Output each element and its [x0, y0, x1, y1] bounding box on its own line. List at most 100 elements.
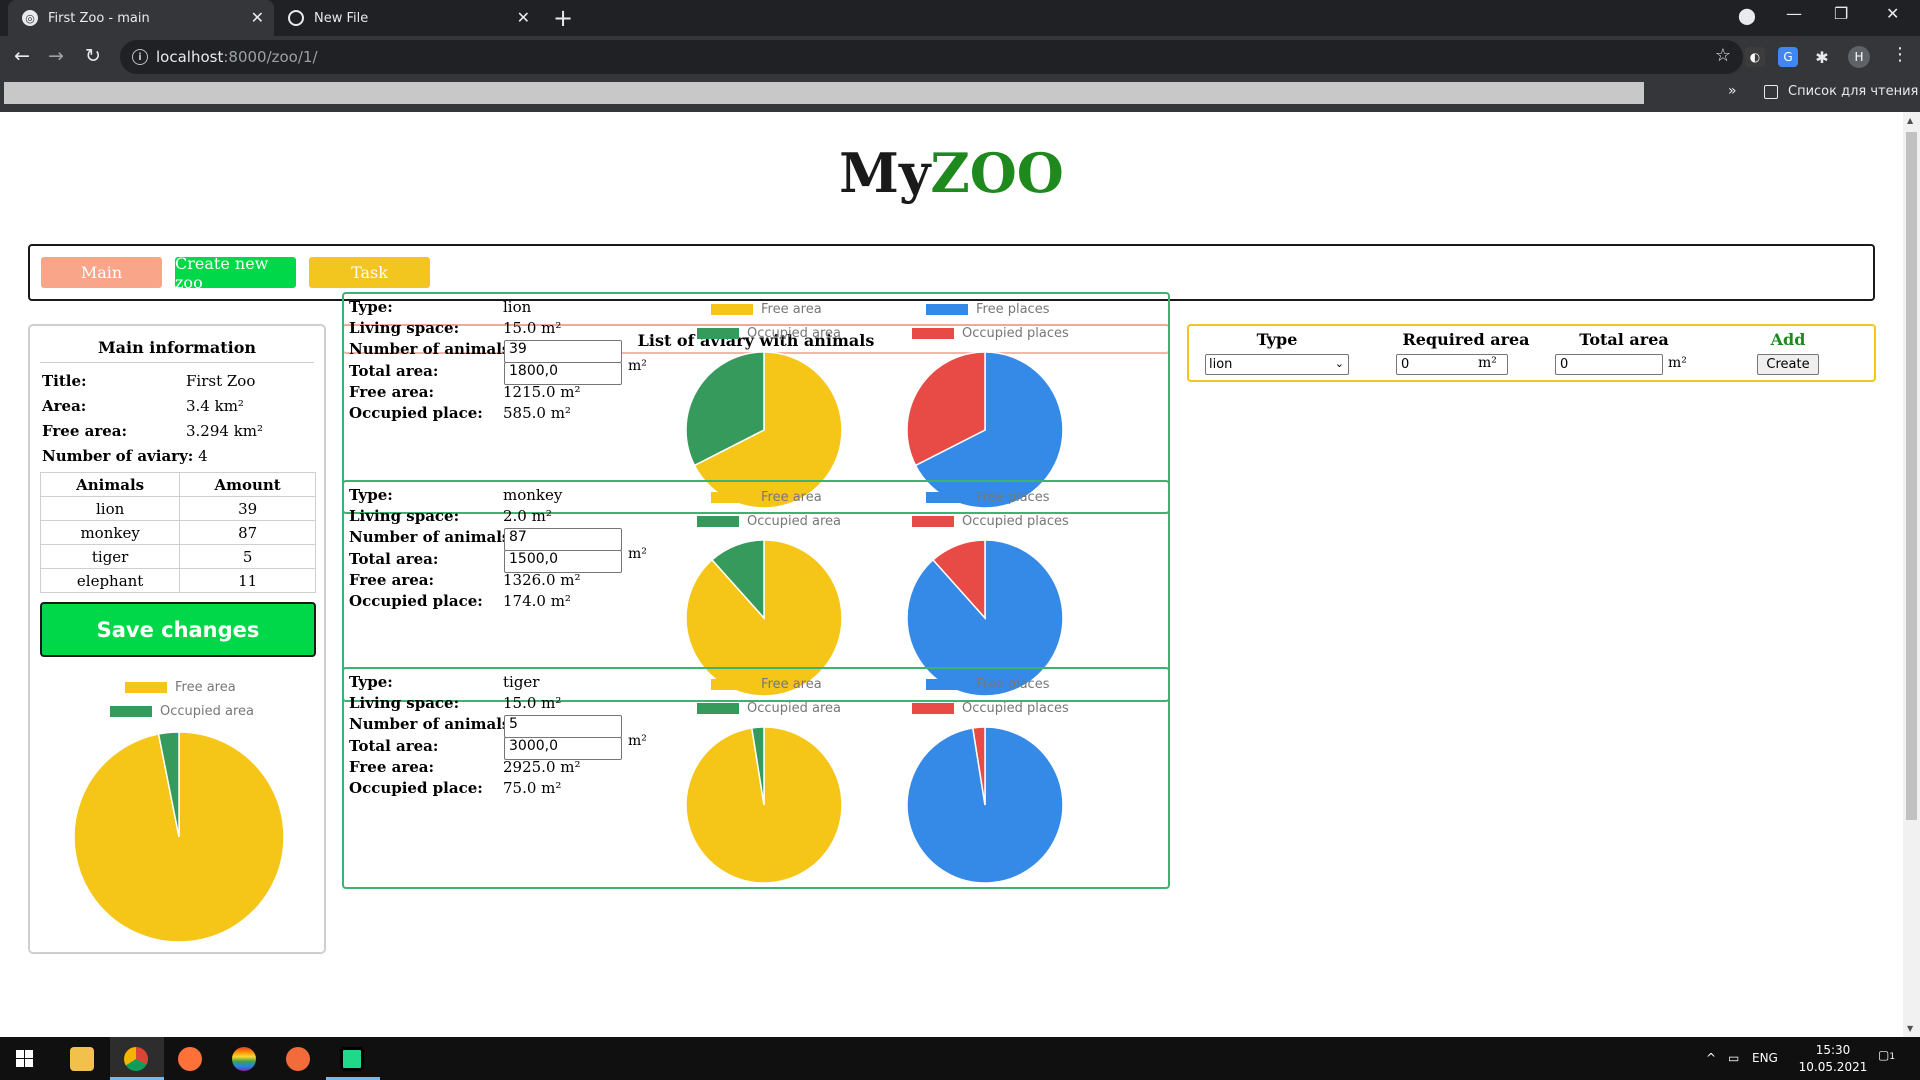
firefox-icon[interactable]	[178, 1047, 202, 1071]
aviary-type-value: tiger	[503, 673, 540, 691]
legend-swatch	[912, 703, 954, 714]
legend-occupied-area: Occupied area	[697, 326, 841, 341]
windows-start-icon[interactable]	[16, 1050, 33, 1067]
aviary-total-label: Total area:	[349, 550, 439, 568]
chevron-down-icon: ⌄	[1334, 357, 1344, 370]
total-area-input[interactable]: 0	[1555, 354, 1663, 375]
pie-slice-occupied-places[interactable]	[971, 726, 986, 806]
network-icon[interactable]: ▭	[1728, 1051, 1740, 1065]
site-logo: MyZOO	[839, 141, 1064, 205]
aviary-occupied-label: Occupied place:	[349, 592, 483, 610]
reading-list-label: Список для чтения	[1788, 84, 1919, 99]
notifications-icon[interactable]: ▢1	[1878, 1048, 1896, 1062]
legend-occupied-area: Occupied area	[110, 704, 254, 719]
tray-chevron-icon[interactable]: ^	[1706, 1051, 1717, 1065]
close-tab-icon[interactable]: ✕	[516, 8, 530, 27]
aviary-free-label: Free area:	[349, 571, 435, 589]
title-value: First Zoo	[186, 372, 256, 390]
aviary-total-input[interactable]: 3000,0	[504, 737, 622, 760]
close-tab-icon[interactable]: ✕	[250, 8, 264, 27]
aviary-number-input[interactable]: 39	[504, 340, 622, 363]
pie-slice-occupied-area[interactable]	[685, 351, 765, 467]
bookmarks-more[interactable]: »	[1728, 83, 1737, 99]
browser-tab[interactable]: New File ✕	[274, 0, 540, 36]
pie-slice-free-places[interactable]	[906, 539, 1064, 697]
scroll-thumb[interactable]	[1906, 132, 1917, 820]
legend-swatch	[711, 492, 753, 503]
aviary-living-value: 15.0 m²	[503, 694, 562, 712]
pie-slice-occupied-area[interactable]	[750, 726, 765, 806]
scroll-up-icon[interactable]: ▲	[1907, 116, 1914, 125]
aviary-card: Type: monkey Living space: 2.0 m² Number of …	[342, 480, 1170, 702]
forward-icon[interactable]: →	[48, 45, 64, 67]
create-zoo-button[interactable]: Create new zoo	[175, 254, 296, 292]
language-indicator[interactable]: ENG	[1752, 1051, 1778, 1065]
scroll-down-icon[interactable]: ▼	[1907, 1024, 1914, 1033]
aviary-total-input[interactable]: 1800,0	[504, 362, 622, 385]
aviary-type-value: lion	[503, 298, 532, 316]
reading-list-icon	[1764, 84, 1778, 99]
legend-swatch	[926, 679, 968, 690]
save-changes-button[interactable]: Save changes	[40, 602, 316, 657]
profile-avatar[interactable]: H	[1848, 46, 1870, 68]
required-area-input[interactable]: 0	[1396, 354, 1508, 375]
pie-slice-occupied-places[interactable]	[931, 539, 986, 620]
legend-free-places: Free places	[926, 677, 1049, 692]
new-tab-icon[interactable]: +	[553, 4, 574, 32]
aviary-free-value: 2925.0 m²	[503, 758, 581, 776]
chrome-icon[interactable]	[124, 1047, 148, 1071]
reload-icon[interactable]: ↻	[85, 45, 101, 67]
reading-list-button[interactable]: Список для чтения	[1764, 84, 1918, 99]
table-row: lion 39	[39, 496, 316, 521]
table-row: elephant 11	[39, 568, 316, 593]
pie-slice-occupied-area[interactable]	[710, 539, 765, 620]
bookmark-star-icon[interactable]: ☆	[1714, 45, 1731, 66]
page-scrollbar[interactable]: ▲ ▼	[1903, 112, 1920, 1037]
aviary-occupied-label: Occupied place:	[349, 779, 483, 797]
pycharm-icon[interactable]	[340, 1047, 364, 1071]
aviary-number-input[interactable]: 5	[504, 715, 622, 738]
task-button[interactable]: Task	[309, 257, 430, 288]
aviary-free-value: 1215.0 m²	[503, 383, 581, 401]
tab-title: First Zoo - main	[48, 10, 150, 26]
aviary-total-input[interactable]: 1500,0	[504, 550, 622, 573]
translate-icon[interactable]: G	[1778, 47, 1798, 67]
bookmarks-bar: » Список для чтения	[0, 78, 1920, 112]
aviary-occupied-value: 174.0 m²	[503, 592, 571, 610]
browser-tab-active[interactable]: ◎ First Zoo - main ✕	[8, 0, 274, 36]
menu-kebab-icon[interactable]: ⋮	[1891, 44, 1909, 65]
github-icon	[288, 10, 304, 26]
unit-label: m²	[628, 733, 647, 749]
extension-icon[interactable]: ◐	[1745, 47, 1765, 67]
legend-swatch	[912, 328, 954, 339]
legend-swatch	[912, 516, 954, 527]
site-info-icon[interactable]: i	[132, 49, 148, 65]
media-control-icon[interactable]: ⬤	[1738, 6, 1756, 25]
aviary-free-label: Free area:	[349, 758, 435, 776]
puzzle-icon[interactable]: ✱	[1815, 47, 1829, 67]
close-window-icon[interactable]: ✕	[1886, 4, 1900, 23]
animals-table: Animals Amount lion 39 monkey 87 tiger 5 el…	[39, 472, 316, 593]
total-area-header: Total area	[1579, 330, 1669, 349]
aviary-number-input[interactable]: 87	[504, 528, 622, 551]
back-icon[interactable]: ←	[14, 45, 30, 67]
minimize-icon[interactable]: —	[1786, 4, 1802, 23]
postman-icon[interactable]	[286, 1047, 310, 1071]
table-row: monkey 87	[39, 520, 316, 545]
aviary-places-pie	[906, 539, 1064, 697]
taskbar-active-app	[326, 1037, 380, 1080]
file-explorer-icon[interactable]	[70, 1047, 94, 1071]
aviary-area-pie	[685, 539, 843, 697]
address-bar[interactable]: i localhost:8000/zoo/1/ ☆	[120, 40, 1743, 74]
main-info-heading: Main information	[97, 338, 257, 357]
pie-slice-occupied-places[interactable]	[906, 351, 986, 467]
pie-slice-occupied-area[interactable]	[157, 731, 180, 838]
main-button[interactable]: Main	[41, 257, 162, 288]
create-button[interactable]: Create	[1757, 354, 1819, 375]
restore-icon[interactable]: ❐	[1834, 4, 1849, 23]
pie-slice-free-area[interactable]	[685, 539, 843, 697]
app-icon[interactable]	[232, 1047, 256, 1071]
taskbar-clock[interactable]: 15:30 10.05.2021	[1798, 1043, 1868, 1074]
aviary-number-label: Number of animals:	[349, 715, 516, 733]
type-select[interactable]: lion ⌄	[1205, 354, 1349, 375]
